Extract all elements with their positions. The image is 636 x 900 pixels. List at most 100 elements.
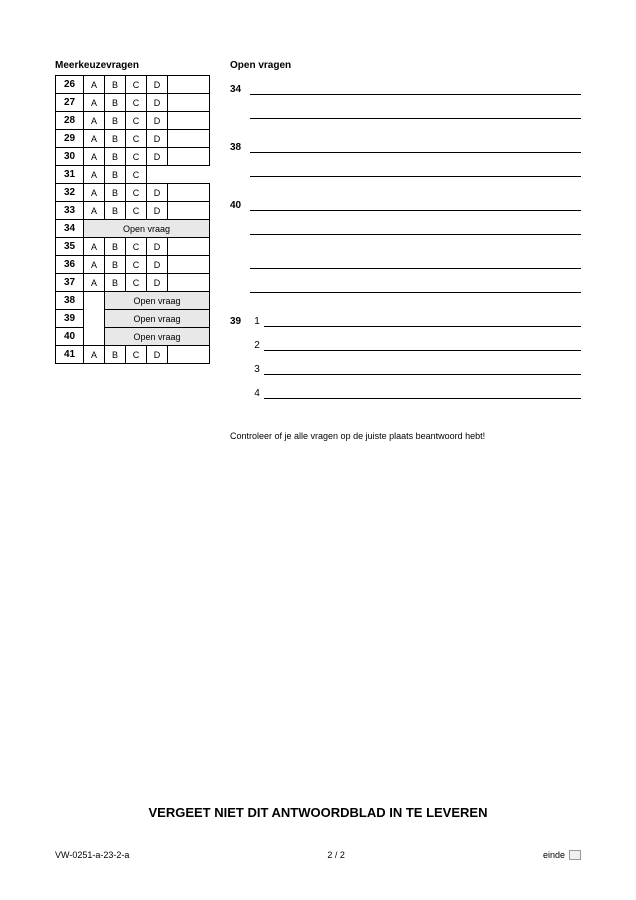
mc-row: 37ABCD — [56, 274, 210, 292]
mc-row: 40Open vraag — [56, 328, 210, 346]
answer-line[interactable] — [264, 313, 581, 327]
mc-option[interactable]: D — [147, 346, 168, 364]
mc-option[interactable]: C — [126, 346, 147, 364]
mc-option[interactable]: D — [147, 256, 168, 274]
mc-option[interactable]: C — [126, 94, 147, 112]
mc-extra — [168, 256, 210, 274]
mc-option[interactable]: C — [126, 130, 147, 148]
mc-option[interactable]: A — [84, 256, 105, 274]
mc-option[interactable]: C — [126, 256, 147, 274]
mc-row: 33ABCD — [56, 202, 210, 220]
mc-option[interactable]: D — [147, 76, 168, 94]
mc-extra — [168, 184, 210, 202]
mc-option[interactable]: B — [105, 238, 126, 256]
footer: VW-0251-a-23-2-a 2 / 2 einde — [0, 850, 636, 860]
footer-center: 2 / 2 — [327, 850, 345, 860]
question-number: 31 — [56, 166, 84, 184]
answer-line[interactable] — [264, 385, 581, 399]
mc-option[interactable]: A — [84, 184, 105, 202]
open-answer-row — [230, 99, 581, 119]
answer-line[interactable] — [250, 81, 581, 95]
mc-option[interactable]: A — [84, 166, 105, 184]
mc-option[interactable]: B — [105, 202, 126, 220]
open-question-marker: Open vraag — [84, 220, 210, 238]
mc-option[interactable]: C — [126, 112, 147, 130]
answer-line[interactable] — [250, 139, 581, 153]
question-number: 39 — [56, 310, 84, 328]
open-question-number: 40 — [230, 200, 250, 211]
mc-option[interactable]: A — [84, 202, 105, 220]
mc-option[interactable]: A — [84, 148, 105, 166]
mc-row: 29ABCD — [56, 130, 210, 148]
answer-line[interactable] — [250, 105, 581, 119]
mc-option[interactable]: C — [126, 166, 147, 184]
open-question-group: 391234 — [230, 307, 581, 399]
open-question-group: 38 — [230, 133, 581, 177]
mc-option[interactable]: C — [126, 274, 147, 292]
answer-line[interactable] — [250, 221, 581, 235]
mc-option[interactable]: D — [147, 238, 168, 256]
mc-option[interactable]: C — [126, 184, 147, 202]
answer-line[interactable] — [264, 361, 581, 375]
multiple-choice-column: Meerkeuzevragen 26ABCD27ABCD28ABCD29ABCD… — [55, 60, 210, 441]
open-sub-number: 4 — [250, 388, 264, 399]
question-number: 35 — [56, 238, 84, 256]
mc-option[interactable]: D — [147, 94, 168, 112]
mc-option[interactable]: D — [147, 202, 168, 220]
question-number: 34 — [56, 220, 84, 238]
mc-option[interactable]: D — [147, 184, 168, 202]
mc-row: 32ABCD — [56, 184, 210, 202]
question-number: 37 — [56, 274, 84, 292]
mc-option[interactable]: C — [126, 76, 147, 94]
mc-option[interactable]: A — [84, 130, 105, 148]
content-columns: Meerkeuzevragen 26ABCD27ABCD28ABCD29ABCD… — [55, 60, 581, 441]
open-answer-row: 40 — [230, 191, 581, 211]
answer-line[interactable] — [250, 279, 581, 293]
mc-option[interactable]: D — [147, 274, 168, 292]
page: Meerkeuzevragen 26ABCD27ABCD28ABCD29ABCD… — [0, 0, 636, 441]
mc-option[interactable]: A — [84, 76, 105, 94]
open-question-group: 34 — [230, 75, 581, 119]
mc-empty — [84, 292, 105, 310]
mc-option[interactable]: C — [126, 202, 147, 220]
mc-option[interactable]: A — [84, 238, 105, 256]
mc-option[interactable]: B — [105, 112, 126, 130]
open-answer-row: 34 — [230, 75, 581, 95]
open-question-marker: Open vraag — [105, 310, 210, 328]
open-question-marker: Open vraag — [105, 292, 210, 310]
question-number: 32 — [56, 184, 84, 202]
mc-option[interactable]: A — [84, 346, 105, 364]
mc-option[interactable]: B — [105, 166, 126, 184]
mc-option[interactable]: B — [105, 148, 126, 166]
mc-option[interactable]: B — [105, 76, 126, 94]
mc-option[interactable]: B — [105, 274, 126, 292]
open-answer-row — [230, 215, 581, 235]
mc-option[interactable]: A — [84, 94, 105, 112]
mc-option[interactable]: B — [105, 346, 126, 364]
mc-option[interactable]: B — [105, 184, 126, 202]
question-number: 26 — [56, 76, 84, 94]
answer-line[interactable] — [250, 197, 581, 211]
mc-extra — [168, 130, 210, 148]
answer-line[interactable] — [264, 337, 581, 351]
question-number: 29 — [56, 130, 84, 148]
answer-line[interactable] — [250, 255, 581, 269]
open-question-marker: Open vraag — [105, 328, 210, 346]
mc-row: 31ABC — [56, 166, 210, 184]
mc-option[interactable]: A — [84, 112, 105, 130]
mc-option[interactable]: C — [126, 148, 147, 166]
mc-option[interactable]: B — [105, 256, 126, 274]
open-answer-row: 2 — [230, 331, 581, 351]
answer-line[interactable] — [250, 163, 581, 177]
mc-option[interactable]: B — [105, 130, 126, 148]
question-number: 36 — [56, 256, 84, 274]
question-number: 27 — [56, 94, 84, 112]
open-answer-row: 3 — [230, 355, 581, 375]
mc-option[interactable]: C — [126, 238, 147, 256]
mc-option[interactable]: B — [105, 94, 126, 112]
open-sub-number: 3 — [250, 364, 264, 375]
mc-option[interactable]: D — [147, 148, 168, 166]
mc-option[interactable]: A — [84, 274, 105, 292]
mc-option[interactable]: D — [147, 130, 168, 148]
mc-option[interactable]: D — [147, 112, 168, 130]
